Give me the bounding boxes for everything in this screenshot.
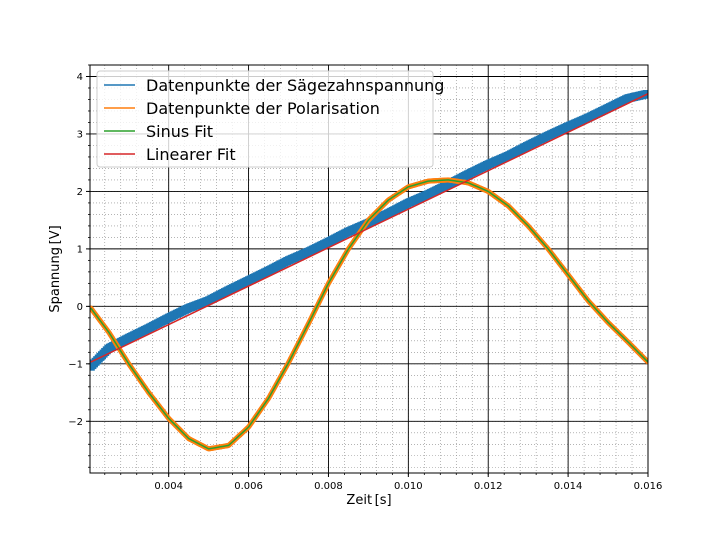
legend-label-polarisation: Datenpunkte der Polarisation [146, 99, 380, 118]
plot-area [90, 90, 648, 452]
y-axis-label: Spannung [V] [48, 225, 63, 312]
x-axis-label: Zeit [s] [346, 493, 391, 508]
legend-box [96, 70, 434, 168]
legend-label-sawtooth: Datenpunkte der Sägezahnspannung [146, 76, 444, 95]
legend-label-sine-fit: Sinus Fit [146, 122, 213, 141]
x-tick-label: 0.014 [554, 481, 583, 492]
x-tick-label: 0.006 [234, 481, 263, 492]
x-tick-label: 0.004 [154, 481, 183, 492]
y-tick-label: −1 [68, 359, 83, 370]
linear-fit-line [90, 93, 648, 363]
x-tick-label: 0.010 [394, 481, 423, 492]
ticks-layer [86, 64, 649, 477]
sine-fit-line [90, 179, 648, 450]
x-tick-label: 0.012 [474, 481, 503, 492]
y-tick-label: 1 [77, 244, 83, 255]
series-sawtooth [90, 90, 648, 371]
x-tick-label: 0.008 [314, 481, 343, 492]
axes-frame [89, 64, 649, 474]
y-tick-label: −2 [68, 417, 83, 428]
y-tick-label: 0 [77, 302, 83, 313]
y-tick-label: 2 [77, 187, 83, 198]
y-tick-label: 3 [77, 129, 83, 140]
x-tick-label: 0.016 [634, 481, 663, 492]
legend: Datenpunkte der Sägezahnspannung Datenpu… [96, 70, 444, 168]
series-layer [90, 90, 648, 452]
legend-label-linear-fit: Linearer Fit [146, 145, 236, 164]
tick-labels: 0.004 0.006 0.008 0.010 0.012 0.014 0.016 −2 −1 0… [68, 72, 662, 492]
sawtooth-point [642, 90, 648, 99]
y-tick-label: 4 [77, 72, 83, 83]
